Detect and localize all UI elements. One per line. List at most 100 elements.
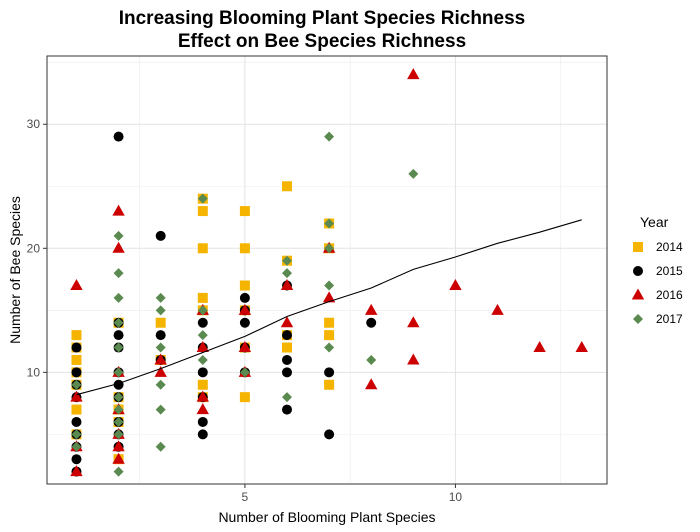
data-point-2017 <box>155 404 166 415</box>
data-point-2016 <box>449 279 462 291</box>
y-axis-title: Number of Bee Species <box>7 196 23 344</box>
data-point-2016 <box>533 341 546 353</box>
data-point-2015 <box>197 429 208 440</box>
data-point-2016 <box>196 341 209 353</box>
data-point-2015 <box>282 354 292 365</box>
data-point-2017 <box>197 305 208 316</box>
data-point-2017 <box>113 466 124 477</box>
data-point-2015 <box>324 367 335 378</box>
data-point-2017 <box>113 404 124 415</box>
data-point-2017 <box>113 392 124 403</box>
data-point-2015 <box>324 429 335 440</box>
data-point-2017 <box>113 367 124 378</box>
data-point-2014 <box>239 206 250 217</box>
data-point-2015 <box>71 367 82 378</box>
data-point-2017 <box>113 416 124 427</box>
data-point-2017 <box>113 230 124 241</box>
data-point-2015 <box>197 416 208 427</box>
data-point-2016 <box>112 452 125 464</box>
data-point-2017 <box>113 342 124 353</box>
data-point-2015 <box>282 367 292 378</box>
plot-panel-border <box>46 55 608 485</box>
data-point-2016 <box>365 378 378 390</box>
axis-ticks: 5 10 10 20 30 <box>27 117 463 504</box>
data-point-2017 <box>324 218 335 229</box>
data-point-2014 <box>71 330 82 341</box>
data-point-2014 <box>239 280 250 291</box>
data-point-2017 <box>155 441 166 452</box>
data-point-2016 <box>70 279 83 291</box>
chart-title-line-2: Effect on Bee Species Richness <box>178 31 466 52</box>
data-point-2017 <box>324 131 335 142</box>
data-point-2016 <box>322 291 336 303</box>
data-point-2016 <box>112 440 125 452</box>
chart-title-line-1: Increasing Blooming Plant Species Richne… <box>119 8 526 29</box>
data-point-2017 <box>408 168 419 179</box>
data-point-2017 <box>282 392 292 403</box>
y-tick-label: 30 <box>27 117 41 131</box>
x-tick-label: 5 <box>242 490 249 504</box>
data-point-2017 <box>155 342 166 353</box>
data-point-2015 <box>197 367 208 378</box>
data-point-2016 <box>407 353 420 365</box>
data-point-2015 <box>71 342 82 353</box>
data-point-2017 <box>197 354 208 365</box>
data-point-2016 <box>280 279 294 291</box>
data-point-2017 <box>239 367 250 378</box>
legend-label-2014: 2014 <box>656 240 683 254</box>
data-point-2017 <box>324 243 335 254</box>
data-point-2016 <box>112 204 125 216</box>
data-point-2016 <box>280 316 294 328</box>
data-point-2016 <box>70 465 83 477</box>
data-point-2014 <box>282 342 292 353</box>
data-point-2015 <box>239 317 250 328</box>
y-tick-label: 10 <box>27 365 41 379</box>
data-point-2014 <box>71 354 82 365</box>
data-point-2017 <box>366 354 377 365</box>
legend-label-2017: 2017 <box>656 312 683 326</box>
data-point-2017 <box>113 268 124 279</box>
data-point-2014 <box>239 243 250 254</box>
y-tick-label: 20 <box>27 241 41 255</box>
data-point-2015 <box>197 317 208 328</box>
data-point-2015 <box>113 330 124 341</box>
grid <box>47 56 607 484</box>
data-point-2015 <box>71 454 82 465</box>
data-point-2016 <box>491 303 504 315</box>
data-point-2014 <box>239 392 250 403</box>
data-point-2015 <box>155 230 166 241</box>
data-point-2015 <box>239 292 250 303</box>
data-point-2015 <box>71 416 82 427</box>
data-point-2014 <box>324 330 335 341</box>
data-point-2016 <box>575 341 588 353</box>
data-point-2017 <box>113 429 124 440</box>
plot-data <box>70 68 588 477</box>
legend: Year 2014 2015 2016 2017 <box>631 214 683 326</box>
data-point-2014 <box>324 379 335 390</box>
x-tick-label: 10 <box>449 490 463 504</box>
data-point-2014 <box>197 292 208 303</box>
data-point-2016 <box>154 353 167 365</box>
data-point-2017 <box>71 441 82 452</box>
legend-title: Year <box>640 214 669 230</box>
data-point-2014 <box>324 317 335 328</box>
data-point-2016 <box>196 403 209 415</box>
data-point-2017 <box>113 317 124 328</box>
data-point-2016 <box>407 316 420 328</box>
data-point-2015 <box>113 131 124 142</box>
data-point-2017 <box>324 342 335 353</box>
data-point-2014 <box>197 243 208 254</box>
data-point-2017 <box>282 268 292 279</box>
legend-key-2014 <box>633 242 643 252</box>
data-point-2017 <box>197 330 208 341</box>
data-point-2017 <box>155 292 166 303</box>
legend-key-2016 <box>631 288 645 300</box>
data-point-2017 <box>113 292 124 303</box>
legend-label-2015: 2015 <box>656 264 683 278</box>
data-point-2014 <box>71 404 82 415</box>
data-point-2014 <box>197 379 208 390</box>
data-point-2017 <box>155 305 166 316</box>
legend-key-2015 <box>633 266 643 276</box>
data-point-2016 <box>238 341 252 353</box>
data-point-2017 <box>71 379 82 390</box>
